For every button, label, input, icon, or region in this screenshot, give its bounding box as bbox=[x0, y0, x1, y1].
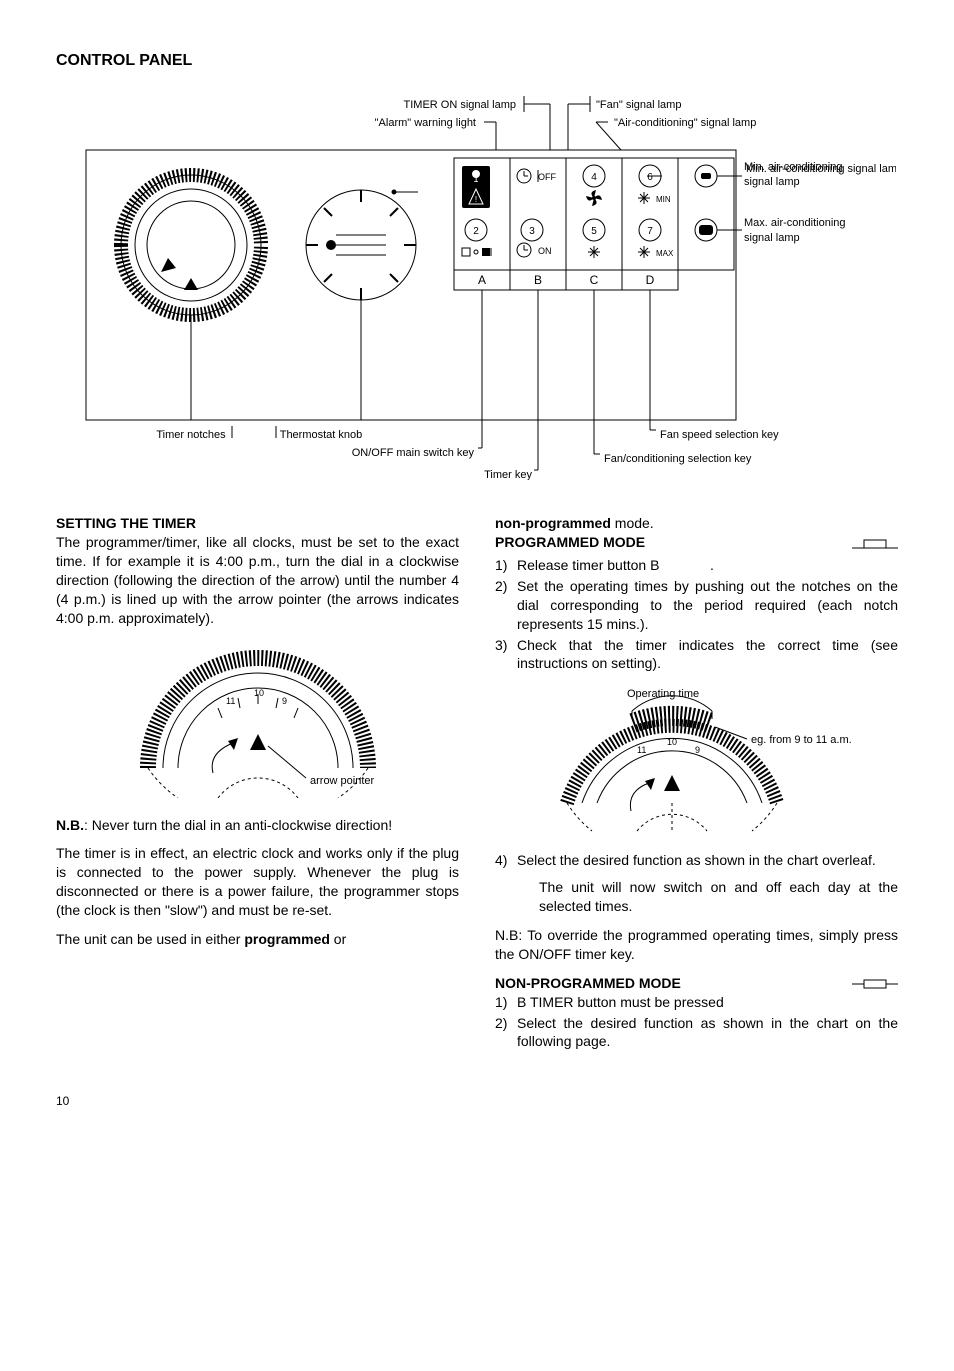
svg-text:11: 11 bbox=[226, 696, 235, 706]
button-panel: 1 ! OFF 4 6 MIN 2 bbox=[454, 158, 734, 420]
col-label-a: A bbox=[478, 273, 486, 287]
switch-pressed-icon bbox=[852, 976, 898, 990]
label-off: OFF bbox=[538, 172, 556, 182]
para-timer-clock: The timer is in effect, an electric cloc… bbox=[56, 844, 459, 920]
para-nb: N.B. : Never turn the dial in an anti-cl… bbox=[56, 816, 459, 835]
col-label-c: C bbox=[590, 273, 599, 287]
svg-text:7: 7 bbox=[647, 226, 653, 237]
label-max-ac-fo: Max. air-conditioning signal lamp bbox=[744, 216, 854, 246]
page-number: 10 bbox=[56, 1093, 898, 1109]
label-timer-key: Timer key bbox=[484, 469, 532, 480]
svg-text:4: 4 bbox=[591, 172, 597, 183]
arrow-pointer-diagram: 11 10 9 arrow pointer bbox=[56, 638, 459, 798]
label-alarm-warning: "Alarm" warning light bbox=[375, 117, 476, 129]
snowflake-icon bbox=[588, 246, 600, 258]
page-title: CONTROL PANEL bbox=[56, 50, 898, 72]
svg-text:6: 6 bbox=[647, 172, 653, 183]
control-panel-diagram: TIMER ON signal lamp "Alarm" warning lig… bbox=[56, 90, 898, 487]
svg-text:5: 5 bbox=[591, 226, 597, 237]
label-fan-signal: "Fan" signal lamp bbox=[596, 99, 681, 111]
svg-text:11: 11 bbox=[637, 745, 646, 755]
svg-text:9: 9 bbox=[282, 696, 287, 706]
label-min: MIN bbox=[656, 195, 671, 204]
heading-non-programmed-mode: NON-PROGRAMMED MODE bbox=[495, 974, 681, 993]
timer-notches-ring bbox=[121, 175, 261, 315]
label-min-ac-fo: Min. air-conditioning signal lamp bbox=[744, 160, 854, 190]
label-max: MAX bbox=[656, 249, 674, 258]
col-label-d: D bbox=[646, 273, 655, 287]
label-timer-on-signal: TIMER ON signal lamp bbox=[404, 99, 516, 111]
label-fan-speed-key: Fan speed selection key bbox=[660, 429, 779, 441]
onoff-switch-icon bbox=[462, 248, 491, 256]
label-timer-notches: Timer notches bbox=[156, 429, 226, 441]
snowflake-max-icon bbox=[638, 246, 650, 258]
svg-text:3: 3 bbox=[529, 226, 535, 237]
operating-time-diagram: Operating time 11 10 9 bbox=[495, 683, 898, 833]
label-eg-9-11: eg. from 9 to 11 a.m. bbox=[751, 734, 852, 746]
right-column: non-programmed mode. PROGRAMMED MODE 1)R… bbox=[495, 514, 898, 1053]
heading-programmed-mode: PROGRAMMED MODE bbox=[495, 533, 645, 552]
left-column: SETTING THE TIMER The programmer/timer, … bbox=[56, 514, 459, 1053]
fan-icon bbox=[586, 190, 602, 206]
label-fan-cond-key: Fan/conditioning selection key bbox=[604, 453, 752, 465]
svg-text:!: ! bbox=[475, 195, 477, 204]
para-set-time: The programmer/timer, like all clocks, m… bbox=[56, 533, 459, 627]
programmed-steps: 1)Release timer button B . 2)Set the ope… bbox=[495, 556, 898, 673]
label-ac-signal: "Air-conditioning" signal lamp bbox=[614, 117, 756, 129]
svg-text:10: 10 bbox=[667, 737, 677, 747]
switch-released-icon bbox=[852, 534, 898, 552]
para-nonprogrammed-mode: non-programmed mode. bbox=[495, 514, 898, 533]
label-thermostat-knob: Thermostat knob bbox=[280, 429, 363, 441]
snowflake-min-icon bbox=[638, 192, 650, 204]
thermostat-knob bbox=[306, 190, 416, 300]
col-label-b: B bbox=[534, 273, 542, 287]
para-programmed-or: The unit can be used in either programme… bbox=[56, 930, 459, 949]
heading-setting-timer: SETTING THE TIMER bbox=[56, 514, 459, 533]
para-nb-override: N.B: To override the programmed operatin… bbox=[495, 926, 898, 964]
programmed-step-4: 4)Select the desired function as shown i… bbox=[495, 851, 898, 916]
svg-text:9: 9 bbox=[695, 745, 700, 755]
svg-text:1: 1 bbox=[473, 174, 478, 184]
svg-text:10: 10 bbox=[254, 688, 264, 698]
label-on: ON bbox=[538, 246, 552, 256]
label-arrow-pointer: arrow pointer bbox=[310, 775, 375, 787]
svg-text:2: 2 bbox=[473, 226, 479, 237]
non-programmed-steps: 1)B TIMER button must be pressed 2)Selec… bbox=[495, 993, 898, 1052]
label-onoff-key: ON/OFF main switch key bbox=[352, 447, 475, 459]
